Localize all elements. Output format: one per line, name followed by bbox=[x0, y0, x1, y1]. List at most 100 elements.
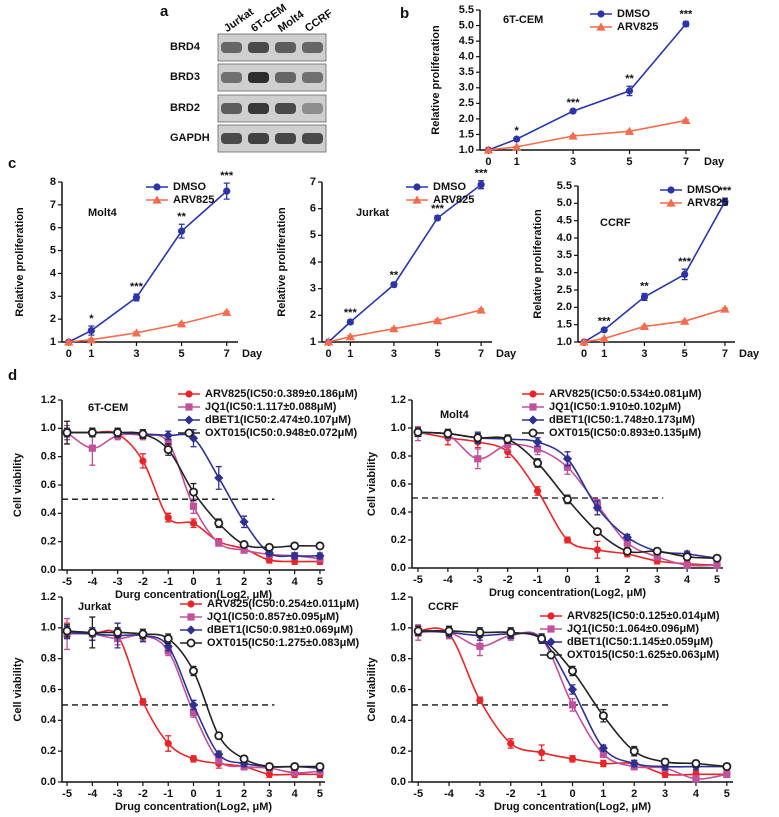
x-axis-label: Drug concentration(Log2, μM) bbox=[494, 801, 651, 813]
point bbox=[622, 546, 632, 556]
point bbox=[164, 513, 172, 522]
point bbox=[176, 319, 187, 328]
point bbox=[315, 551, 325, 561]
x-tick-label: 0 bbox=[569, 788, 575, 800]
blot-band bbox=[248, 103, 269, 114]
panel-label: b bbox=[400, 5, 409, 22]
legend-marker bbox=[528, 415, 538, 425]
y-tick-label: 8 bbox=[50, 176, 56, 188]
y-tick-label: 1.5 bbox=[459, 128, 474, 140]
y-tick-label: 1.0 bbox=[391, 622, 406, 634]
chart-title: Molt4 bbox=[88, 207, 118, 219]
x-tick-label: 2 bbox=[241, 576, 247, 588]
x-tick-label: 5 bbox=[724, 788, 730, 800]
point bbox=[629, 758, 639, 769]
y-tick-label: 0.0 bbox=[41, 564, 56, 576]
point bbox=[86, 335, 96, 344]
legend-marker bbox=[185, 403, 193, 411]
point bbox=[264, 762, 274, 772]
point bbox=[163, 430, 173, 441]
point bbox=[132, 293, 141, 302]
point bbox=[291, 769, 299, 777]
point bbox=[592, 503, 603, 513]
point bbox=[139, 457, 147, 465]
point bbox=[413, 427, 423, 437]
point bbox=[599, 750, 607, 758]
x-tick-label: 5 bbox=[317, 576, 323, 588]
y-axis-label: Relative proliferation bbox=[276, 207, 288, 317]
point bbox=[87, 627, 97, 637]
point bbox=[432, 316, 443, 325]
point bbox=[87, 428, 97, 438]
series-line bbox=[67, 630, 320, 768]
point bbox=[723, 770, 731, 778]
point bbox=[474, 455, 482, 463]
significance-label: *** bbox=[220, 170, 234, 182]
lane-label: Jurkat bbox=[222, 6, 256, 35]
point bbox=[189, 709, 198, 717]
legend-marker bbox=[667, 186, 675, 194]
x-tick-label: -2 bbox=[503, 574, 513, 586]
point bbox=[680, 316, 690, 325]
point bbox=[88, 444, 96, 452]
point bbox=[600, 326, 608, 334]
point bbox=[62, 626, 72, 636]
x-tick-label: 3 bbox=[266, 788, 272, 800]
y-tick-label: 3.5 bbox=[557, 249, 572, 261]
x-tick-label: 1 bbox=[600, 788, 606, 800]
point bbox=[692, 775, 700, 783]
x-axis-label: Day bbox=[496, 348, 517, 360]
point bbox=[712, 553, 722, 563]
blot-band bbox=[302, 133, 323, 144]
point bbox=[265, 556, 273, 564]
y-tick-label: 2 bbox=[50, 313, 56, 325]
legend-marker bbox=[413, 183, 421, 191]
point bbox=[139, 698, 147, 706]
point bbox=[315, 541, 325, 551]
x-tick-label: 1 bbox=[594, 574, 600, 586]
point bbox=[214, 731, 224, 741]
point bbox=[681, 270, 689, 278]
significance-label: * bbox=[89, 313, 94, 325]
significance-label: * bbox=[515, 125, 520, 137]
x-tick-label: 2 bbox=[631, 788, 637, 800]
y-tick-label: 7 bbox=[310, 176, 316, 188]
x-tick-label: 4 bbox=[292, 576, 299, 588]
point bbox=[222, 307, 232, 316]
blot-band bbox=[302, 42, 323, 53]
y-axis-label: Relative proliferation bbox=[14, 207, 26, 317]
point bbox=[568, 755, 577, 763]
x-tick-label: 0 bbox=[325, 348, 331, 360]
point bbox=[569, 107, 577, 115]
x-axis-label: Day bbox=[704, 156, 725, 168]
y-tick-label: 6 bbox=[310, 203, 316, 215]
blot-band bbox=[275, 42, 296, 53]
x-tick-label: 0 bbox=[66, 348, 72, 360]
legend-marker bbox=[412, 195, 422, 204]
point bbox=[639, 321, 650, 330]
legend-label: ARV825(IC50:0.389±0.186μM) bbox=[205, 388, 358, 400]
point bbox=[113, 428, 123, 438]
y-tick-label: 0.8 bbox=[391, 653, 406, 665]
point bbox=[264, 548, 274, 558]
x-tick-label: 5 bbox=[626, 156, 632, 168]
x-tick-label: 7 bbox=[683, 156, 689, 168]
y-tick-label: 1 bbox=[310, 336, 316, 348]
point bbox=[189, 755, 198, 763]
x-tick-label: 3 bbox=[391, 348, 397, 360]
significance-label: ** bbox=[390, 269, 399, 281]
point bbox=[533, 445, 542, 453]
x-tick-label: 1 bbox=[88, 348, 94, 360]
legend-label: dBET1(IC50:1.748±0.173μM) bbox=[549, 414, 695, 426]
point bbox=[476, 305, 486, 314]
y-tick-label: 0.0 bbox=[41, 776, 56, 788]
y-tick-label: 5.5 bbox=[557, 180, 572, 192]
y-tick-label: 1.0 bbox=[41, 622, 56, 634]
y-axis-label: Relative proliferation bbox=[430, 25, 442, 135]
legend-marker bbox=[184, 428, 194, 438]
y-tick-label: 2.0 bbox=[557, 301, 572, 313]
legend-label: ARV825 bbox=[617, 21, 658, 33]
point bbox=[503, 434, 513, 444]
y-tick-label: 3.5 bbox=[459, 66, 474, 78]
